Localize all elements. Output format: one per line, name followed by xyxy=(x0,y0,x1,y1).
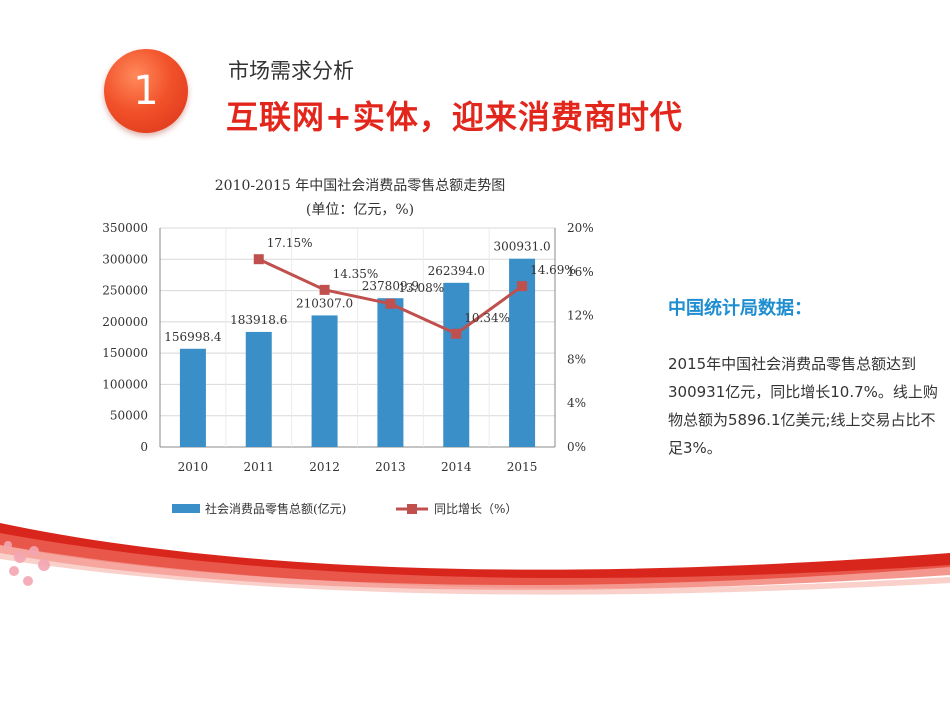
growth-marker xyxy=(451,328,462,339)
growth-marker xyxy=(319,284,330,295)
y-left-tick-label: 200000 xyxy=(102,315,148,329)
growth-value-label: 10.34% xyxy=(464,311,510,325)
bar-value-label: 262394.0 xyxy=(428,264,485,278)
bar xyxy=(245,331,272,447)
bar-value-label: 156998.4 xyxy=(164,330,222,344)
y-left-tick-label: 150000 xyxy=(102,346,148,360)
x-tick-label: 2011 xyxy=(243,460,274,474)
x-tick-label: 2014 xyxy=(441,460,472,474)
growth-value-label: 17.15% xyxy=(267,236,313,250)
x-tick-label: 2013 xyxy=(375,460,406,474)
x-tick-label: 2015 xyxy=(507,460,538,474)
growth-marker xyxy=(517,281,528,292)
y-left-tick-label: 100000 xyxy=(102,377,148,391)
chart-unit: (单位：亿元，%) xyxy=(305,202,415,218)
stats-heading: 中国统计局数据： xyxy=(668,298,812,319)
section-subtitle: 市场需求分析 xyxy=(228,59,354,83)
chart-title-block: 2010-2015 年中国社会消费品零售总额走势图 (单位：亿元，%) xyxy=(160,174,560,222)
y-right-tick-label: 16% xyxy=(567,265,594,279)
plum-blossom-icon xyxy=(4,541,50,586)
chart-title: 2010-2015 年中国社会消费品零售总额走势图 xyxy=(214,178,506,194)
bar xyxy=(311,315,338,447)
y-left-tick-label: 350000 xyxy=(102,221,148,235)
y-right-tick-label: 20% xyxy=(567,221,594,235)
bar-value-label: 300931.0 xyxy=(493,240,550,254)
legend-line-label: 同比增长（%） xyxy=(434,502,517,516)
y-right-tick-label: 8% xyxy=(567,352,586,366)
y-right-tick-label: 4% xyxy=(567,396,586,410)
y-left-tick-label: 300000 xyxy=(102,252,148,266)
stats-body: 2015年中国社会消费品零售总额达到300931亿元，同比增长10.7%。线上购… xyxy=(668,355,938,457)
decorative-red-wave xyxy=(0,523,950,595)
bar xyxy=(443,282,470,447)
growth-marker xyxy=(385,298,396,309)
growth-marker xyxy=(253,254,264,265)
slide-title: 互联网+实体，迎来消费商时代 xyxy=(226,98,683,136)
bar-value-label: 183918.6 xyxy=(230,313,287,327)
bar-value-label: 237809.9 xyxy=(362,279,419,293)
y-left-tick-label: 250000 xyxy=(102,284,148,298)
x-tick-label: 2012 xyxy=(309,460,340,474)
growth-value-label: 14.35% xyxy=(333,267,379,281)
legend-bar-swatch xyxy=(172,504,200,513)
growth-value-label: 14.69% xyxy=(530,263,576,277)
y-left-tick-label: 50000 xyxy=(110,409,148,423)
y-right-tick-label: 12% xyxy=(567,309,594,323)
legend-line-marker xyxy=(407,504,417,514)
y-left-tick-label: 0 xyxy=(140,440,148,454)
y-right-tick-label: 0% xyxy=(567,440,586,454)
growth-value-label: 13.08% xyxy=(398,281,444,295)
bar xyxy=(179,348,206,447)
x-tick-label: 2010 xyxy=(178,460,209,474)
section-number-badge: 1 xyxy=(104,49,188,133)
bar xyxy=(377,298,404,447)
legend-bar-label: 社会消费品零售总额(亿元) xyxy=(205,501,346,516)
bar-value-label: 210307.0 xyxy=(296,296,353,310)
